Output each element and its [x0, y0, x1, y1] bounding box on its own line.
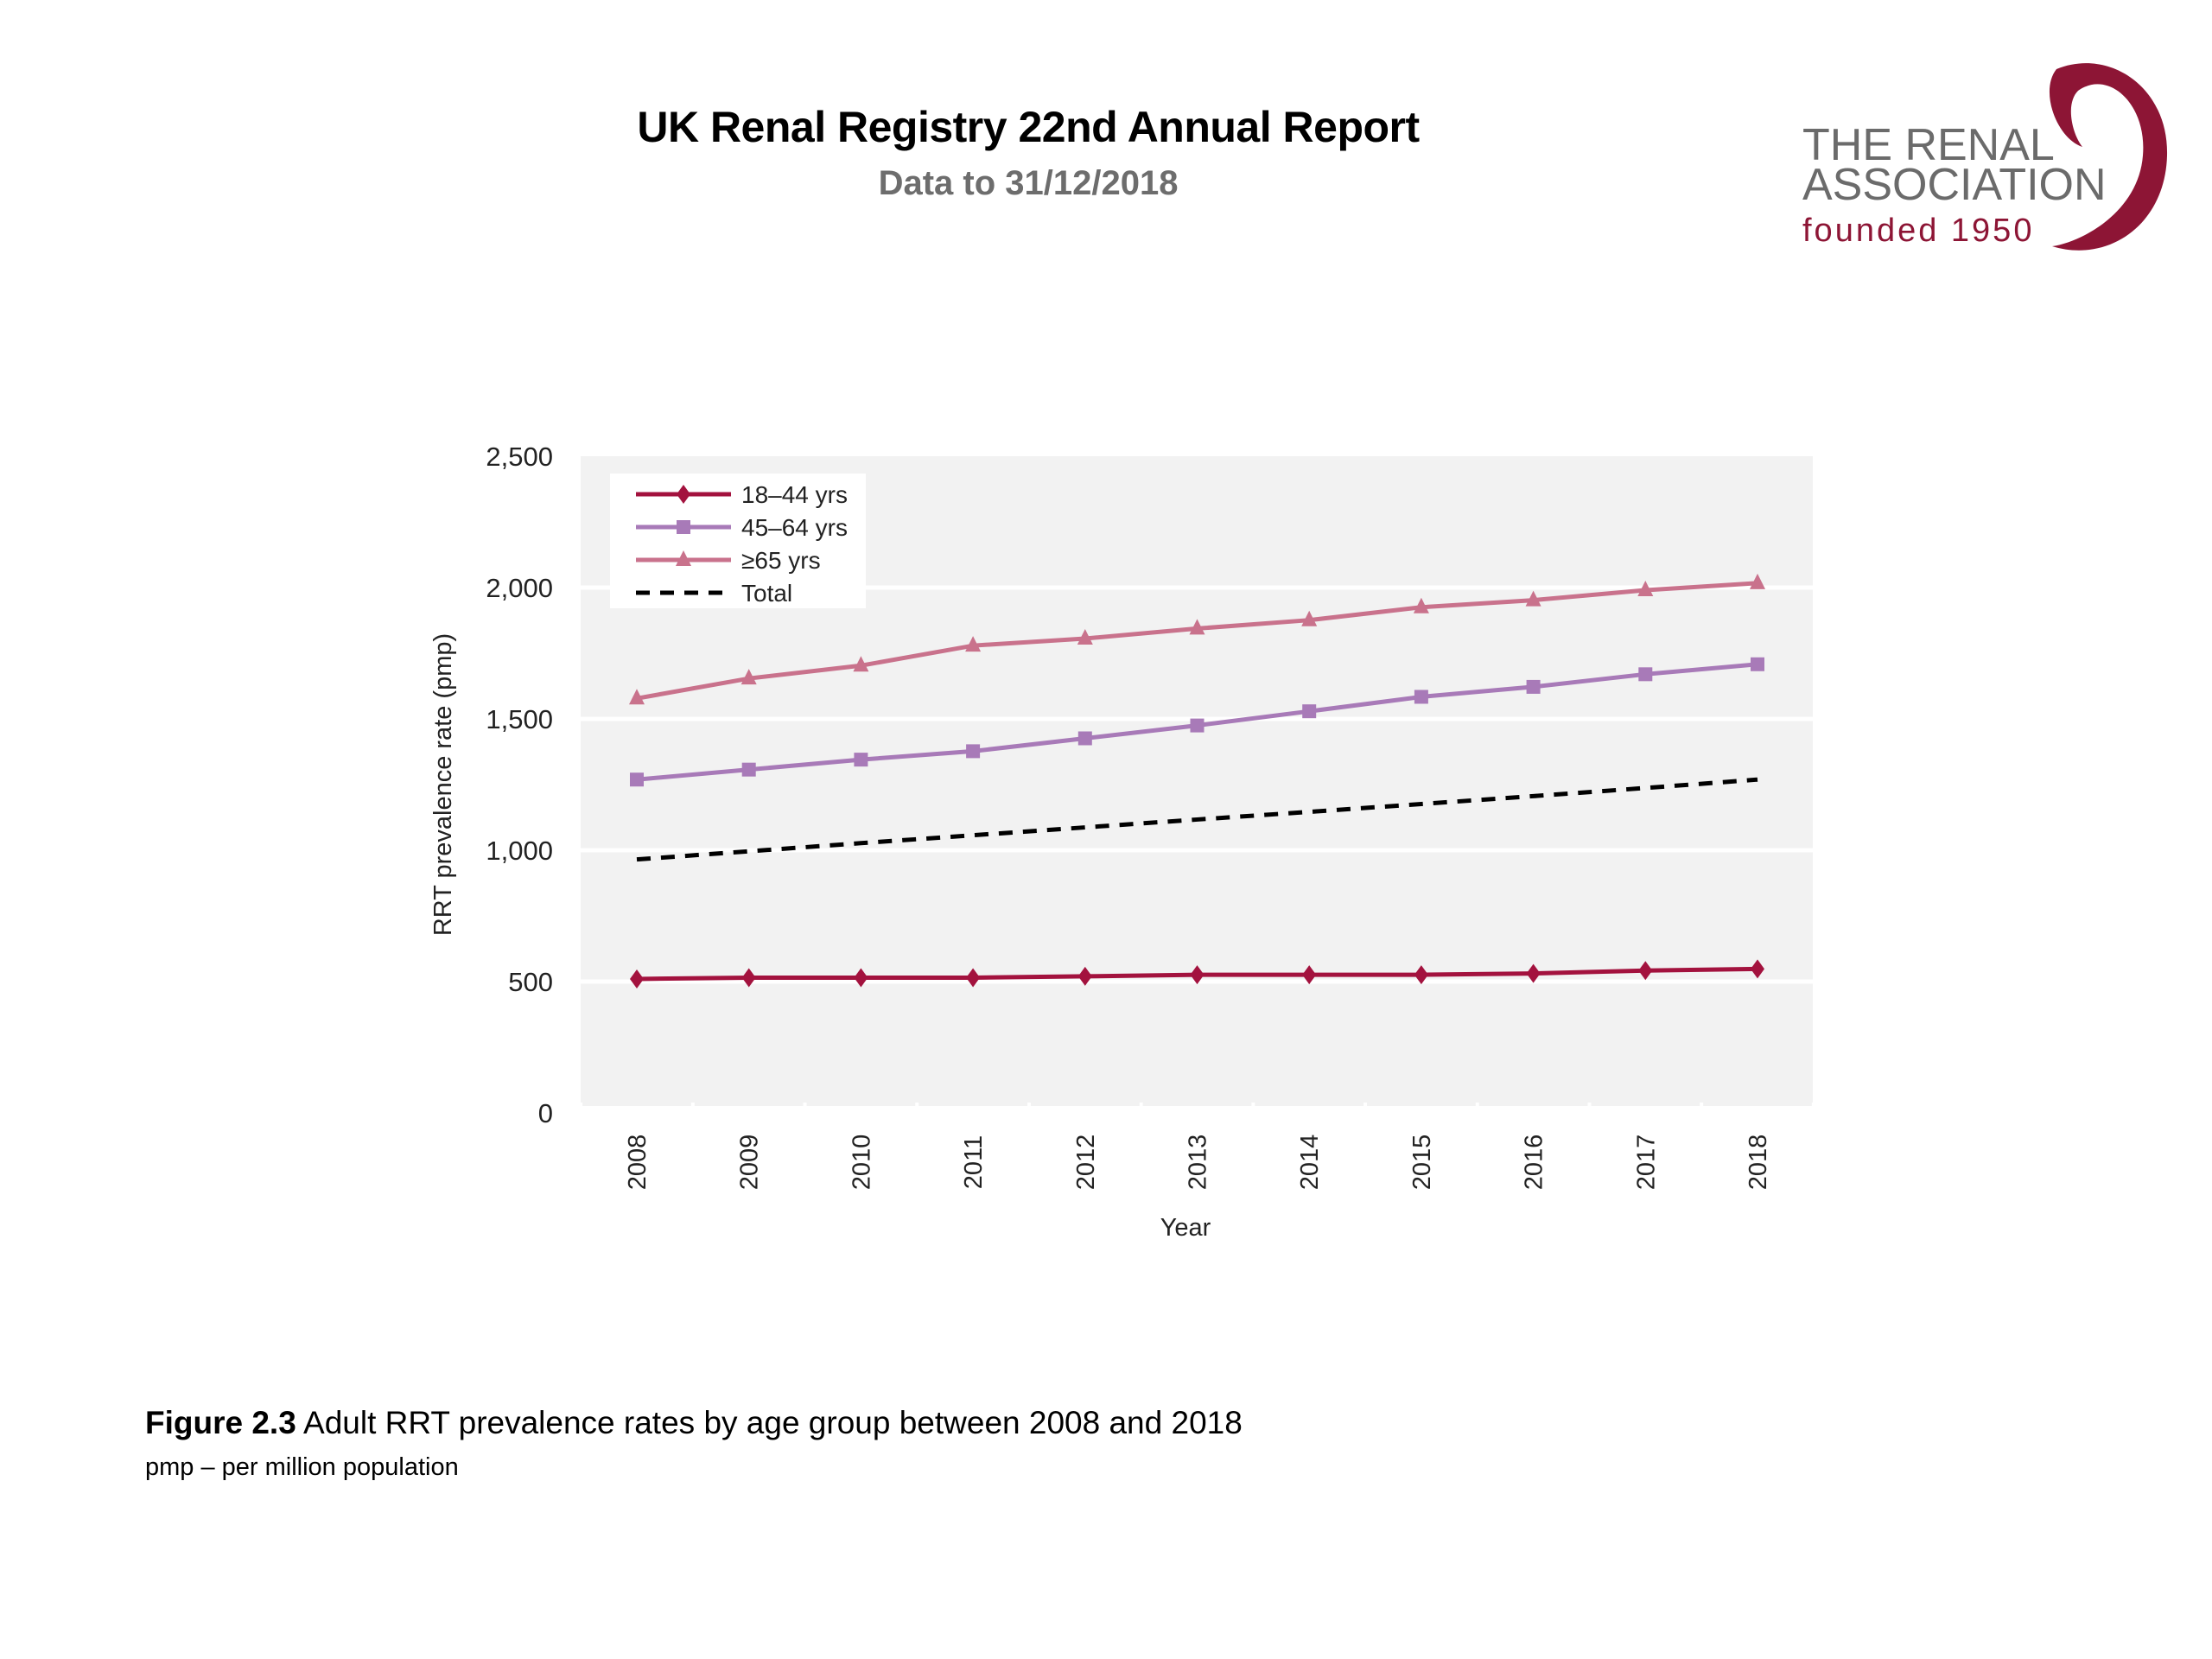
data-point-triangle	[1301, 610, 1318, 626]
legend-label: ≥65 yrs	[741, 547, 821, 574]
report-header: UK Renal Registry 22nd Annual Report Dat…	[0, 102, 2212, 203]
logo-line-2: ASSOCIATION	[1802, 160, 2107, 210]
data-point-triangle	[629, 689, 645, 705]
report-subtitle: Data to 31/12/2018	[878, 164, 1179, 202]
x-tick-labels: 2008 2009 2010 2011 2012 2013 2014 2015 2016 2017…	[624, 1135, 1772, 1191]
y-tick-label: 500	[508, 967, 553, 997]
prevalence-line-chart: 0 500 1,000 1,500 2,000 2,500 2008 2009 2010 201…	[429, 442, 1815, 1242]
renal-association-logo: THE RENAL ASSOCIATION founded 1950	[1797, 52, 2177, 268]
data-point-square	[677, 520, 690, 534]
legend-label: Total	[741, 580, 792, 607]
legend-item: Total	[636, 580, 792, 607]
data-point-triangle	[853, 656, 869, 672]
data-point-diamond	[1751, 959, 1764, 979]
x-tick-label: 2008	[624, 1135, 652, 1191]
data-point-square	[966, 744, 981, 759]
data-point-triangle	[741, 669, 757, 685]
series-18-44-yrs	[630, 959, 1764, 988]
data-point-diamond	[741, 968, 756, 988]
figure-text: Adult RRT prevalence rates by age group …	[296, 1405, 1243, 1440]
x-tick-label: 2015	[1408, 1135, 1436, 1191]
data-point-triangle	[965, 636, 982, 652]
data-point-square	[630, 772, 644, 787]
x-tick-marks	[579, 1103, 1815, 1111]
series--65-yrs	[629, 573, 1765, 705]
series-45-64-yrs	[630, 657, 1764, 787]
legend: 18–44 yrs 45–64 yrs ≥65 yrs Total	[610, 474, 866, 608]
series-line	[636, 777, 1758, 862]
y-tick-labels: 0 500 1,000 1,500 2,000 2,500	[486, 442, 553, 1128]
x-tick-label: 2012	[1072, 1135, 1100, 1191]
legend-item: ≥65 yrs	[636, 547, 821, 574]
data-point-diamond	[1302, 965, 1317, 985]
legend-item: 18–44 yrs	[636, 481, 848, 508]
y-tick-label: 1,000	[486, 836, 553, 866]
figure-caption: Figure 2.3 Adult RRT prevalence rates by…	[145, 1405, 1243, 1441]
x-axis-label: Year	[1160, 1214, 1211, 1242]
y-axis-label: RRT prevalence rate (pmp)	[429, 633, 457, 936]
x-tick-label: 2009	[736, 1135, 764, 1191]
data-point-diamond	[854, 968, 868, 988]
logo-line-3: founded 1950	[1802, 213, 2035, 249]
y-tick-label: 2,000	[486, 573, 553, 603]
x-tick-label: 2018	[1745, 1135, 1772, 1191]
data-point-triangle	[1413, 597, 1429, 613]
x-tick-label: 2017	[1632, 1135, 1660, 1191]
data-point-square	[1751, 657, 1764, 671]
data-point-square	[1077, 731, 1092, 746]
data-point-square	[1302, 704, 1317, 719]
data-point-diamond	[630, 969, 644, 988]
data-point-diamond	[1638, 961, 1653, 981]
series-group	[629, 573, 1765, 988]
legend-item: 45–64 yrs	[636, 514, 848, 541]
data-point-square	[1638, 667, 1653, 682]
data-point-triangle	[1637, 581, 1654, 597]
data-point-diamond	[677, 485, 690, 504]
x-tick-label: 2010	[848, 1135, 875, 1191]
data-point-triangle	[676, 550, 691, 566]
data-point-square	[1414, 690, 1428, 704]
series-total	[636, 777, 1758, 862]
data-point-diamond	[1414, 965, 1428, 985]
logo-swoosh	[2049, 63, 2168, 251]
y-tick-label: 2,500	[486, 442, 553, 472]
logo-line-1: THE RENAL	[1802, 120, 2055, 170]
data-point-diamond	[1526, 963, 1541, 983]
figure-note: pmp – per million population	[145, 1453, 459, 1481]
data-point-square	[854, 753, 868, 767]
data-point-triangle	[1525, 590, 1541, 607]
x-tick-label: 2013	[1185, 1135, 1212, 1191]
legend-label: 18–44 yrs	[741, 481, 848, 508]
y-tick-label: 1,500	[486, 704, 553, 734]
x-tick-label: 2016	[1521, 1135, 1548, 1191]
data-point-triangle	[1189, 619, 1205, 635]
data-point-diamond	[1190, 965, 1205, 985]
report-title: UK Renal Registry 22nd Annual Report	[637, 103, 1420, 151]
data-point-triangle	[1077, 628, 1093, 645]
data-point-triangle	[1750, 573, 1765, 589]
kidney-swoosh-icon	[2049, 63, 2168, 251]
legend-label: 45–64 yrs	[741, 514, 848, 541]
data-point-diamond	[966, 968, 981, 988]
data-point-square	[1526, 679, 1541, 694]
data-point-square	[741, 762, 756, 777]
x-tick-label: 2014	[1296, 1135, 1324, 1191]
data-point-diamond	[1077, 966, 1092, 986]
y-tick-label: 0	[538, 1098, 553, 1128]
figure-label: Figure 2.3	[145, 1405, 296, 1440]
data-point-square	[1190, 718, 1205, 733]
x-tick-label: 2011	[960, 1135, 988, 1189]
